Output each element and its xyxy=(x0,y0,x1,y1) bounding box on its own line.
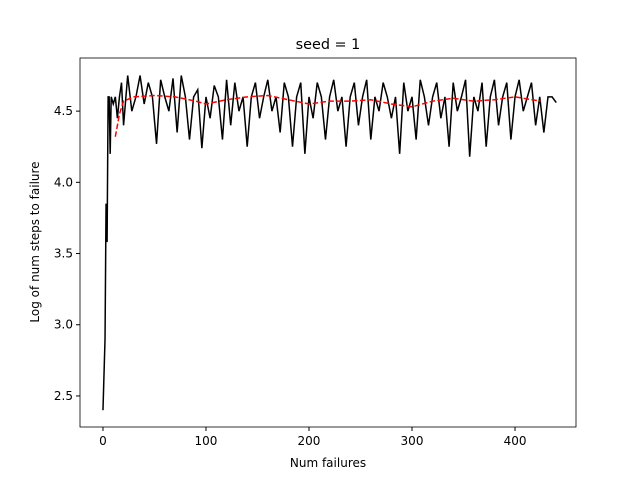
data-line xyxy=(114,94,541,137)
x-tick-label: 0 xyxy=(99,434,107,448)
y-axis-label: Log of num steps to failure xyxy=(28,161,42,322)
y-tick-label: 4.5 xyxy=(54,104,73,118)
x-tick-label: 400 xyxy=(504,434,527,448)
x-tick-label: 100 xyxy=(195,434,218,448)
y-tick-label: 3.5 xyxy=(54,247,73,261)
chart-title: seed = 1 xyxy=(296,37,361,53)
x-tick-label: 300 xyxy=(401,434,424,448)
x-tick-label: 200 xyxy=(298,434,321,448)
data-line xyxy=(102,75,557,411)
y-tick-label: 2.5 xyxy=(54,389,73,403)
y-tick-label: 3.0 xyxy=(54,318,73,332)
x-axis-label: Num failures xyxy=(290,456,366,470)
y-tick-label: 4.0 xyxy=(54,175,73,189)
plot-frame xyxy=(79,57,577,428)
